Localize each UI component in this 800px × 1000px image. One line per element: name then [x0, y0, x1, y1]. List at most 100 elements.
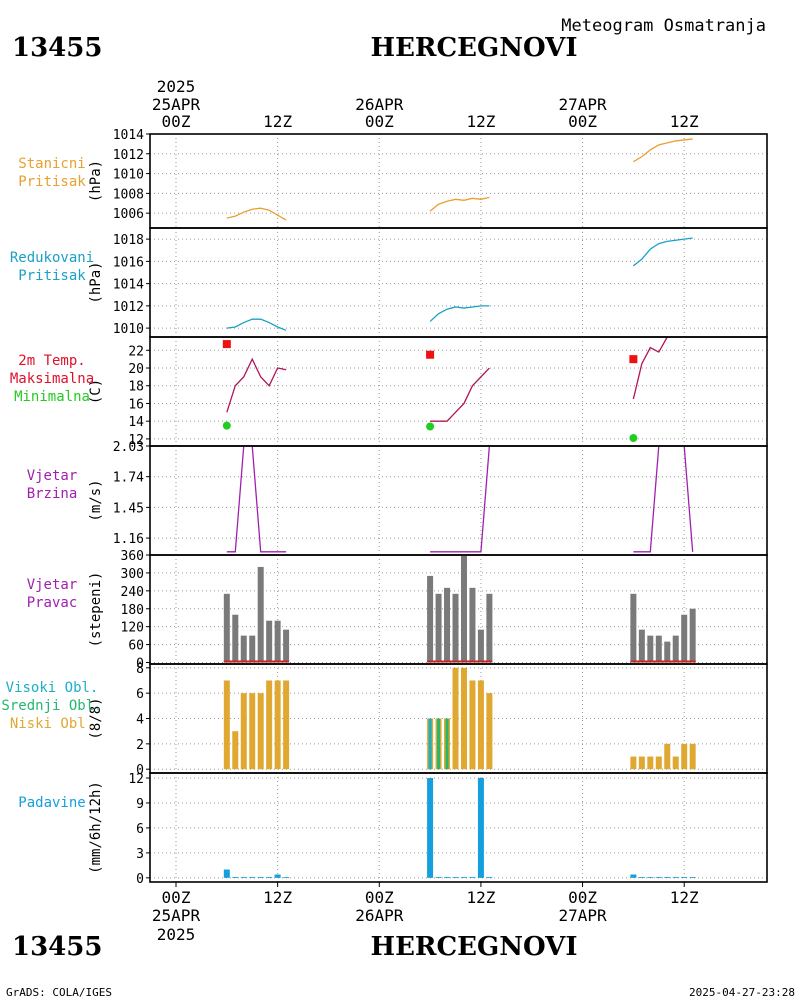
panel-wind_speed: 1.16 1.45 1.74 2.03 (m/s) Vjetar Brzina [27, 440, 768, 556]
station-id-bottom: 13455 [12, 932, 102, 962]
panel-wind_direction: 06012018024030036020(stepeni)VjetarPrava… [27, 549, 768, 672]
series-line-temperature-2 [632, 337, 669, 400]
date-label-bottom-2: 26APR [355, 906, 404, 925]
time-label-top-4: 00Z [568, 112, 597, 131]
bar-cloud_cover-0-0 [223, 680, 230, 770]
bar-cloud_cover-1-7 [486, 693, 493, 770]
station-name-bottom: HERCEGNOVI [371, 932, 578, 962]
y-tick-label-precipitation-4: 12 [128, 772, 144, 787]
series-line-wind_speed-1 [430, 446, 491, 553]
panel-label-wind_direction-1: Pravac [27, 595, 78, 611]
bar-cloud_cover-0-1 [232, 731, 239, 770]
bar-wind_direction-1-5 [469, 587, 476, 663]
bar-wind_direction-2-1 [638, 629, 645, 663]
time-label-top-2: 00Z [365, 112, 394, 131]
y-axis-label-temperature: (C) [88, 379, 104, 404]
y-tick-label-cloud_cover-2: 4 [136, 713, 144, 728]
y-tick-label-reduced_pressure-1: 1012 [113, 300, 144, 315]
panel-label-temperature-0: 2m Temp. [18, 353, 85, 369]
y-tick-label-precipitation-2: 6 [136, 822, 144, 837]
panel-reduced_pressure: 1010 1012 1014 1016 1018 (hPa)Redukovani Priti… [10, 227, 768, 338]
y-tick-label-temperature-2: 16 [128, 397, 144, 412]
bar-cloud_cover-1-6 [477, 680, 484, 770]
bar-precipitation-2-1 [638, 877, 645, 878]
y-tick-label-precipitation-0: 0 [136, 872, 144, 887]
bar-wind_direction-1-4 [460, 555, 467, 663]
y-axis-label-precipitation: (mm/6h/12h) [88, 781, 104, 874]
y-tick-label-wind_direction-6: 360 [121, 549, 144, 564]
panel-label-precipitation-0: Padavine [18, 795, 85, 811]
panel-label-station_pressure-0: Stanicni [18, 156, 85, 172]
bar-wind_direction-0-0 [223, 593, 230, 663]
panel-label-temperature-2: Minimalna [14, 389, 90, 405]
bar-precipitation-1-5 [469, 877, 476, 878]
bar-cloud_cover-2-5 [672, 756, 679, 770]
overlay-bar-cloud_cover-0-1 [437, 718, 441, 770]
bar-cloud_cover-0-6 [274, 680, 281, 770]
overlay-bar-cloud_cover-1-0 [428, 718, 432, 770]
y-tick-label-wind_direction-3: 180 [121, 603, 144, 618]
tmin-marker-3 [222, 421, 231, 430]
y-tick-label-wind_direction-5: 300 [121, 567, 144, 582]
time-label-bottom-0: 00Z [162, 888, 191, 907]
bar-precipitation-0-4 [257, 877, 264, 878]
y-tick-label-reduced_pressure-2: 1014 [113, 278, 144, 293]
bar-wind_direction-0-7 [283, 629, 290, 663]
series-line-temperature-0 [226, 357, 287, 413]
bar-cloud_cover-0-3 [249, 693, 256, 770]
tmax-marker-1 [426, 350, 435, 359]
data-wind_speed [226, 446, 694, 553]
bar-precipitation-2-2 [647, 877, 654, 878]
bar-precipitation-2-5 [672, 877, 679, 878]
bar-wind_direction-2-6 [681, 614, 688, 663]
data-station_pressure [226, 138, 693, 221]
time-axis-top-year: 2025 [157, 77, 196, 96]
bar-precipitation-1-7 [486, 877, 493, 878]
bar-wind_direction-2-5 [672, 635, 679, 663]
bar-precipitation-1-6 [477, 777, 484, 878]
bar-precipitation-1-0 [427, 777, 434, 878]
y-tick-label-station_pressure-2: 1010 [113, 168, 144, 183]
panel-label-wind_speed-0: Vjetar [27, 468, 78, 484]
data-wind_direction [223, 555, 696, 663]
bar-cloud_cover-0-2 [240, 693, 247, 770]
series-line-wind_speed-2 [633, 446, 694, 553]
bar-cloud_cover-2-3 [655, 756, 662, 770]
bar-cloud_cover-2-2 [647, 756, 654, 770]
y-tick-label-temperature-1: 14 [128, 415, 144, 430]
tmax-marker-0 [222, 340, 231, 349]
tmin-marker-5 [629, 434, 638, 443]
panel-label-wind_direction-0: Vjetar [27, 577, 78, 593]
series-line-reduced_pressure-0 [226, 318, 287, 331]
series-line-temperature-1 [430, 367, 490, 422]
bar-precipitation-1-2 [444, 877, 451, 878]
series-line-station_pressure-0 [226, 207, 287, 221]
bar-precipitation-1-4 [460, 877, 467, 878]
bar-cloud_cover-0-5 [266, 680, 273, 770]
date-label-bottom-0: 25APR [152, 906, 201, 925]
bar-precipitation-0-6 [274, 874, 281, 878]
bar-wind_direction-0-2 [240, 635, 247, 663]
tmin-marker-4 [426, 422, 435, 431]
bar-cloud_cover-0-4 [257, 693, 264, 770]
credit-text: GrADS: COLA/IGES [6, 986, 112, 999]
panel-label-station_pressure-1: Pritisak [18, 174, 86, 190]
bar-precipitation-0-7 [283, 877, 290, 878]
bar-cloud_cover-2-6 [681, 743, 688, 770]
y-axis-label-reduced_pressure: (hPa) [88, 261, 104, 303]
data-temperature [226, 337, 669, 422]
bar-wind_direction-0-4 [257, 566, 264, 663]
bar-wind_direction-2-4 [664, 641, 671, 663]
station-id-top: 13455 [12, 33, 102, 63]
panel-label-temperature-1: Maksimalna [10, 371, 94, 387]
bar-precipitation-1-3 [452, 877, 459, 878]
y-tick-label-wind_direction-0: 0 [136, 657, 144, 672]
time-label-bottom-3: 12Z [466, 888, 495, 907]
time-label-bottom-1: 12Z [263, 888, 292, 907]
date-label-bottom-4: 27APR [558, 906, 607, 925]
data-precipitation [223, 777, 696, 878]
y-tick-label-station_pressure-3: 1012 [113, 148, 144, 163]
bar-cloud_cover-1-5 [469, 680, 476, 770]
